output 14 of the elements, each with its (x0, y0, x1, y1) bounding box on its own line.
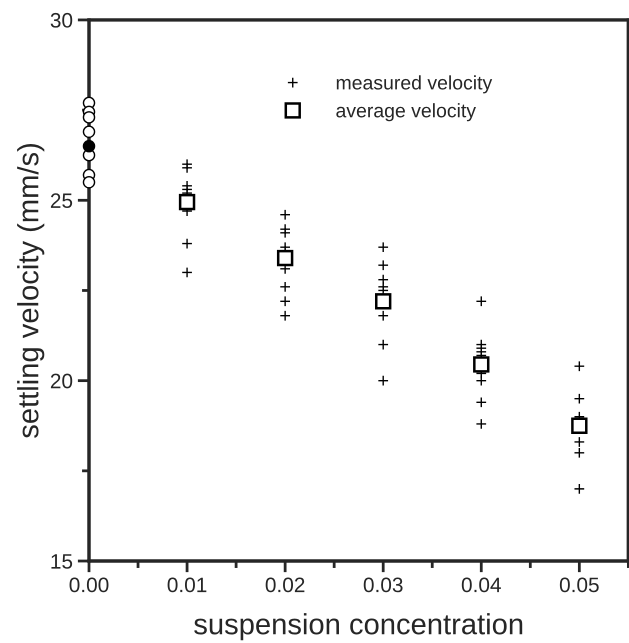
x-tick-label: 0.04 (462, 578, 501, 592)
legend-label: average velocity (336, 103, 476, 122)
y-tick-label: 20 (50, 374, 72, 388)
y-axis-title: settling velocity (mm/s) (17, 144, 44, 438)
x-tick-label: 0.02 (266, 578, 304, 592)
x-tick-label: 0.00 (70, 578, 108, 592)
x-tick-label: 0.03 (364, 578, 403, 592)
x-tick-label: 0.05 (560, 578, 599, 592)
x-axis-title: suspension concentration (194, 613, 522, 640)
legend-label: measured velocity (336, 75, 492, 94)
y-tick-label: 30 (50, 12, 72, 28)
y-tick-label: 25 (50, 193, 72, 208)
y-tick-label: 15 (51, 554, 72, 569)
x-tick-label: 0.01 (168, 578, 206, 592)
